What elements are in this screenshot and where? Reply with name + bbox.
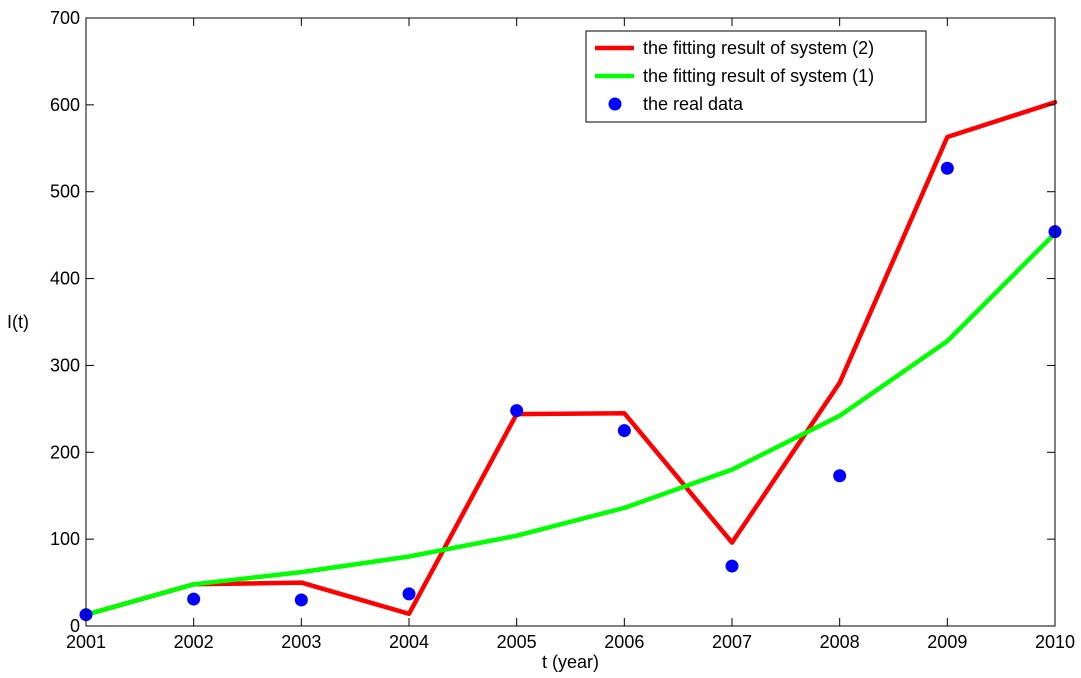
x-tick-label: 2001 (66, 632, 106, 652)
legend-label: the real data (643, 94, 744, 114)
series-3-point (833, 469, 847, 483)
x-tick-label: 2005 (497, 632, 537, 652)
y-tick-label: 200 (50, 442, 80, 462)
axes: 2001 2002 2003 2004 2005 2006 2007 2008 2009 2010… (50, 8, 1075, 652)
y-tick-label: 400 (50, 269, 80, 289)
y-tick-label: 0 (70, 616, 80, 636)
x-tick-label: 2006 (604, 632, 644, 652)
series-3-point (294, 593, 308, 607)
x-tick-label: 2007 (712, 632, 752, 652)
legend: the fitting result of system (2) the fitt… (585, 30, 927, 123)
series-3-point (402, 587, 416, 601)
x-tick-label: 2010 (1035, 632, 1075, 652)
y-tick-label: 700 (50, 8, 80, 28)
x-tick-label: 2008 (820, 632, 860, 652)
series-1-line (83, 100, 1058, 617)
series-3-point (725, 559, 739, 573)
series-3-point (510, 404, 524, 418)
y-tick-label: 600 (50, 95, 80, 115)
legend-swatch (608, 97, 622, 111)
series-2-line (83, 231, 1058, 617)
x-axis-label: t (year) (542, 652, 599, 672)
plot-frame (85, 17, 1056, 627)
x-tick-label: 2009 (927, 632, 967, 652)
y-axis-label: I(t) (7, 312, 29, 332)
legend-box (585, 30, 927, 123)
x-tick-label: 2004 (389, 632, 429, 652)
y-tick-label: 100 (50, 529, 80, 549)
series-3-point (617, 424, 631, 438)
plot-area (79, 100, 1062, 622)
legend-label: the fitting result of system (1) (643, 66, 874, 86)
legend-label: the fitting result of system (2) (643, 38, 874, 58)
x-tick-label: 2002 (174, 632, 214, 652)
y-tick-label: 500 (50, 182, 80, 202)
series-3-point (940, 161, 954, 175)
x-tick-label: 2003 (281, 632, 321, 652)
y-tick-label: 300 (50, 355, 80, 375)
series-3-point (187, 592, 201, 606)
